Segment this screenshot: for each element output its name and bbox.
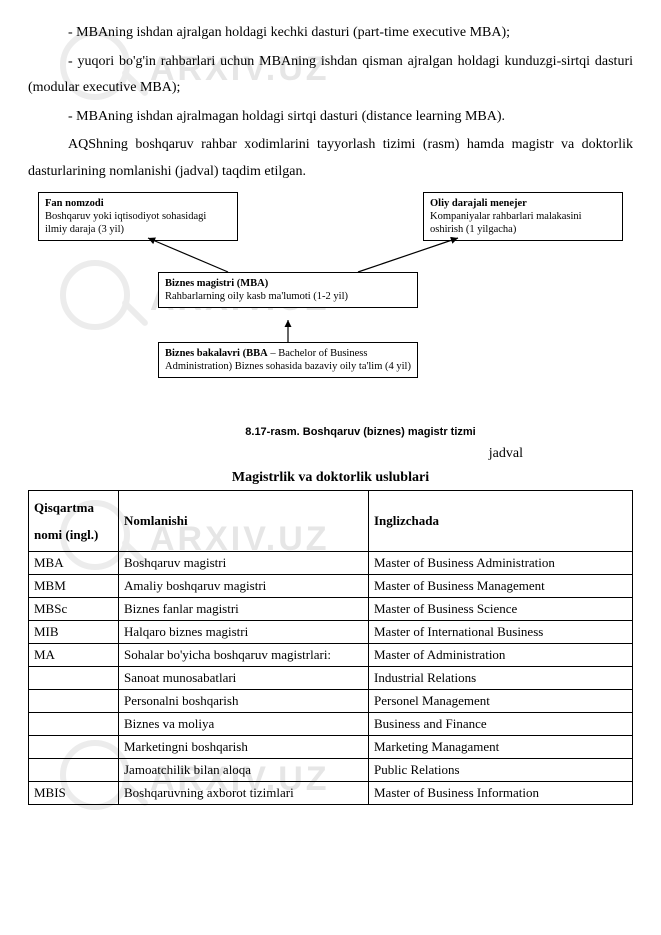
table-cell-name: Amaliy boshqaruv magistri bbox=[119, 575, 369, 598]
table-cell-name: Boshqaruv magistri bbox=[119, 552, 369, 575]
table-cell-name: Biznes fanlar magistri bbox=[119, 598, 369, 621]
body-text-block: - MBAning ishdan ajralgan holdagi kechki… bbox=[28, 20, 633, 186]
table-cell-name: Sohalar bo'yicha boshqaruv magistrlari: bbox=[119, 644, 369, 667]
table-cell-english: Master of Business Information bbox=[369, 782, 633, 805]
table-cell-abbr bbox=[29, 667, 119, 690]
diagram-training-system: Fan nomzodi Boshqaruv yoki iqtisodiyot s… bbox=[28, 192, 633, 422]
table-cell-english: Master of Business Administration bbox=[369, 552, 633, 575]
table-cell-english: Master of Business Science bbox=[369, 598, 633, 621]
table-cell-abbr: MBM bbox=[29, 575, 119, 598]
table-row: MBABoshqaruv magistriMaster of Business … bbox=[29, 552, 633, 575]
table-row: Jamoatchilik bilan aloqaPublic Relations bbox=[29, 759, 633, 782]
figure-caption: 8.17-rasm. Boshqaruv (biznes) magistr ti… bbox=[88, 426, 633, 438]
table-cell-english: Business and Finance bbox=[369, 713, 633, 736]
table-cell-abbr: MBA bbox=[29, 552, 119, 575]
paragraph: - MBAning ishdan ajralgan holdagi kechki… bbox=[28, 20, 633, 47]
abbreviations-table: Qisqartma nomi (ingl.) Nomlanishi Ingliz… bbox=[28, 490, 633, 806]
table-row: Personalni boshqarishPersonel Management bbox=[29, 690, 633, 713]
table-cell-abbr: MIB bbox=[29, 621, 119, 644]
table-cell-name: Personalni boshqarish bbox=[119, 690, 369, 713]
table-header: Nomlanishi bbox=[119, 490, 369, 552]
table-row: MASohalar bo'yicha boshqaruv magistrlari… bbox=[29, 644, 633, 667]
table-cell-name: Sanoat munosabatlari bbox=[119, 667, 369, 690]
table-cell-english: Industrial Relations bbox=[369, 667, 633, 690]
table-header-row: Qisqartma nomi (ingl.) Nomlanishi Ingliz… bbox=[29, 490, 633, 552]
table-row: MIBHalqaro biznes magistriMaster of Inte… bbox=[29, 621, 633, 644]
table-row: Sanoat munosabatlariIndustrial Relations bbox=[29, 667, 633, 690]
table-cell-abbr: MBSc bbox=[29, 598, 119, 621]
table-row: MBMAmaliy boshqaruv magistriMaster of Bu… bbox=[29, 575, 633, 598]
paragraph: AQShning boshqaruv rahbar xodimlarini ta… bbox=[28, 132, 633, 185]
table-cell-english: Public Relations bbox=[369, 759, 633, 782]
table-cell-abbr: MA bbox=[29, 644, 119, 667]
table-header: Qisqartma nomi (ingl.) bbox=[29, 490, 119, 552]
paragraph: - MBAning ishdan ajralmagan holdagi sirt… bbox=[28, 104, 633, 131]
table-row: MBISBoshqaruvning axborot tizimlariMaste… bbox=[29, 782, 633, 805]
table-cell-english: Master of International Business bbox=[369, 621, 633, 644]
table-cell-abbr bbox=[29, 713, 119, 736]
paragraph: - yuqori bo'g'in rahbarlari uchun MBAnin… bbox=[28, 49, 633, 102]
table-header: Inglizchada bbox=[369, 490, 633, 552]
table-title: Magistrlik va doktorlik uslublari bbox=[28, 470, 633, 486]
table-cell-english: Personel Management bbox=[369, 690, 633, 713]
table-cell-name: Boshqaruvning axborot tizimlari bbox=[119, 782, 369, 805]
table-row: Biznes va moliyaBusiness and Finance bbox=[29, 713, 633, 736]
table-cell-abbr bbox=[29, 736, 119, 759]
table-cell-english: Marketing Managament bbox=[369, 736, 633, 759]
table-cell-name: Halqaro biznes magistri bbox=[119, 621, 369, 644]
table-row: Marketingni boshqarishMarketing Managame… bbox=[29, 736, 633, 759]
table-cell-name: Jamoatchilik bilan aloqa bbox=[119, 759, 369, 782]
diagram-arrows bbox=[28, 192, 628, 422]
table-row: MBScBiznes fanlar magistriMaster of Busi… bbox=[29, 598, 633, 621]
table-cell-english: Master of Business Management bbox=[369, 575, 633, 598]
jadval-label: jadval bbox=[28, 446, 633, 462]
table-cell-name: Marketingni boshqarish bbox=[119, 736, 369, 759]
table-cell-abbr: MBIS bbox=[29, 782, 119, 805]
table-cell-abbr bbox=[29, 759, 119, 782]
table-cell-abbr bbox=[29, 690, 119, 713]
table-cell-name: Biznes va moliya bbox=[119, 713, 369, 736]
table-cell-english: Master of Administration bbox=[369, 644, 633, 667]
